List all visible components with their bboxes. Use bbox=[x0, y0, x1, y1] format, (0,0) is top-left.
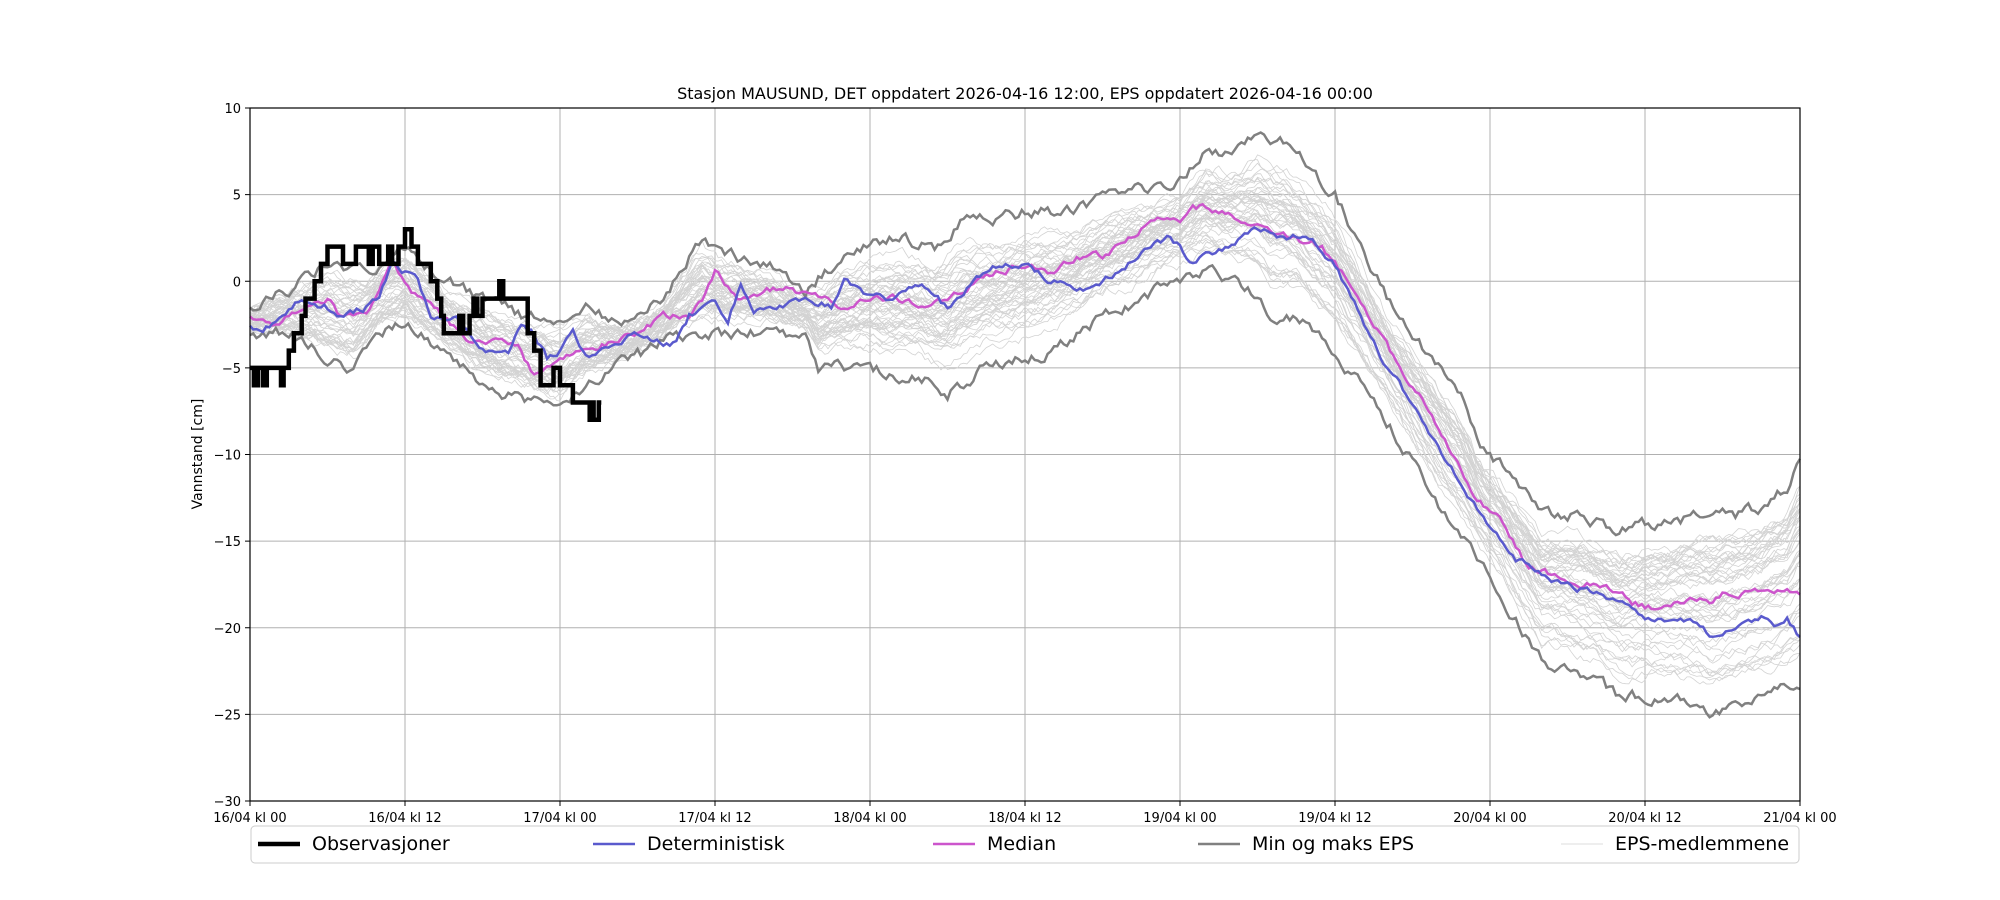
eps-member-line bbox=[249, 239, 1801, 684]
eps-member-line bbox=[249, 159, 1801, 569]
eps-member-line bbox=[249, 213, 1801, 611]
grid bbox=[249, 107, 1801, 802]
chart-title: Stasjon MAUSUND, DET oppdatert 2026-04-1… bbox=[677, 84, 1373, 103]
eps-max-line bbox=[249, 131, 1802, 537]
eps-member-line bbox=[249, 168, 1801, 577]
eps-member-line bbox=[249, 247, 1801, 685]
y-tick-label: −10 bbox=[214, 449, 241, 464]
axis-ticks: 16/04 kl 00 16/04 kl 12 17/04 kl 00 17/04 k… bbox=[213, 102, 1836, 826]
y-tick-label: 10 bbox=[224, 102, 241, 117]
y-tick-label: −15 bbox=[214, 535, 241, 550]
eps-member-line bbox=[249, 245, 1801, 682]
deterministic-line bbox=[249, 226, 1801, 639]
legend-label-median: Median bbox=[987, 833, 1056, 855]
y-tick-label: 0 bbox=[233, 275, 241, 290]
y-tick-label: 5 bbox=[233, 189, 241, 204]
eps-min-line bbox=[249, 263, 1801, 719]
legend-label-eps: EPS-medlemmene bbox=[1615, 833, 1789, 855]
x-tick-label: 17/04 kl 12 bbox=[678, 811, 751, 826]
x-tick-label: 18/04 kl 00 bbox=[833, 811, 906, 826]
x-tick-label: 20/04 kl 12 bbox=[1608, 811, 1681, 826]
y-tick-label: −20 bbox=[214, 622, 241, 637]
x-tick-label: 21/04 kl 00 bbox=[1763, 811, 1836, 826]
eps-member-line bbox=[249, 208, 1801, 585]
eps-member-line bbox=[249, 219, 1801, 612]
y-tick-label: −5 bbox=[222, 362, 241, 377]
eps-member-line bbox=[249, 173, 1801, 589]
eps-member-line bbox=[249, 211, 1801, 587]
x-tick-label: 20/04 kl 00 bbox=[1453, 811, 1526, 826]
legend-label-obs: Observasjoner bbox=[312, 833, 450, 855]
eps-member-line bbox=[249, 154, 1801, 566]
legend: Observasjoner Deterministisk Median Min og … bbox=[250, 825, 1800, 864]
x-tick-label: 19/04 kl 00 bbox=[1143, 811, 1216, 826]
eps-member-line bbox=[249, 234, 1801, 677]
median-line bbox=[249, 202, 1801, 611]
legend-label-det: Deterministisk bbox=[647, 833, 785, 855]
x-tick-label: 18/04 kl 12 bbox=[988, 811, 1061, 826]
observations-line bbox=[250, 227, 602, 423]
y-axis-label: Vannstand [cm] bbox=[190, 399, 206, 510]
eps-member-line bbox=[249, 223, 1801, 635]
y-tick-label: −30 bbox=[214, 795, 241, 810]
eps-member-line bbox=[249, 217, 1801, 625]
y-tick-label: −25 bbox=[214, 708, 241, 723]
x-tick-label: 16/04 kl 12 bbox=[368, 811, 441, 826]
series-lines bbox=[249, 131, 1802, 719]
eps-member-line bbox=[249, 214, 1801, 629]
eps-member-line bbox=[249, 188, 1801, 570]
x-tick-label: 19/04 kl 12 bbox=[1298, 811, 1371, 826]
legend-label-minmax: Min og maks EPS bbox=[1252, 833, 1414, 855]
x-tick-label: 16/04 kl 00 bbox=[213, 811, 286, 826]
x-tick-label: 17/04 kl 00 bbox=[523, 811, 596, 826]
eps-member-line bbox=[249, 241, 1801, 662]
